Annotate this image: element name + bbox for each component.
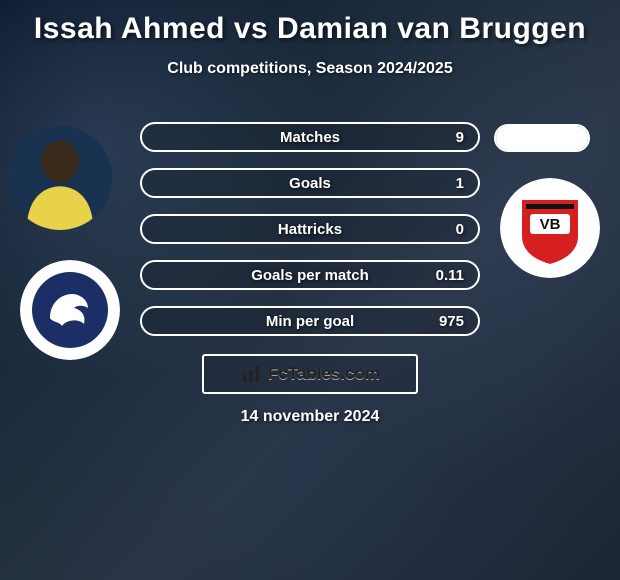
player-left-avatar	[8, 126, 112, 230]
stat-value: 0	[456, 221, 464, 238]
stat-row: Goals per match 0.11	[140, 260, 480, 290]
stat-value: 975	[439, 313, 464, 330]
date-text: 14 november 2024	[0, 408, 620, 426]
attribution-text: FcTables.com	[268, 364, 380, 384]
flag-icon	[496, 126, 590, 152]
attribution-badge: FcTables.com	[202, 354, 418, 394]
stat-value: 1	[456, 175, 464, 192]
stat-label: Goals	[289, 175, 331, 192]
club-right-avatar: VB	[500, 178, 600, 278]
svg-text:VB: VB	[540, 216, 561, 233]
stat-label: Min per goal	[266, 313, 354, 330]
bar-chart-icon	[240, 363, 262, 385]
stat-label: Matches	[280, 129, 340, 146]
club-left-avatar	[20, 260, 120, 360]
stat-row: Matches 9	[140, 122, 480, 152]
stat-row: Hattricks 0	[140, 214, 480, 244]
stat-value: 9	[456, 129, 464, 146]
stat-row: Min per goal 975	[140, 306, 480, 336]
page-subtitle: Club competitions, Season 2024/2025	[0, 60, 620, 78]
stat-label: Goals per match	[251, 267, 369, 284]
flag-right-pill	[494, 124, 590, 152]
club-crest-right-icon: VB	[500, 178, 600, 278]
player-silhouette-icon	[8, 126, 112, 230]
page-title: Issah Ahmed vs Damian van Bruggen	[0, 0, 620, 46]
stats-list: Matches 9 Goals 1 Hattricks 0 Goals per match 0…	[140, 122, 480, 352]
stat-label: Hattricks	[278, 221, 342, 238]
stat-row: Goals 1	[140, 168, 480, 198]
club-crest-left-icon	[20, 260, 120, 360]
stat-value: 0.11	[436, 267, 464, 284]
